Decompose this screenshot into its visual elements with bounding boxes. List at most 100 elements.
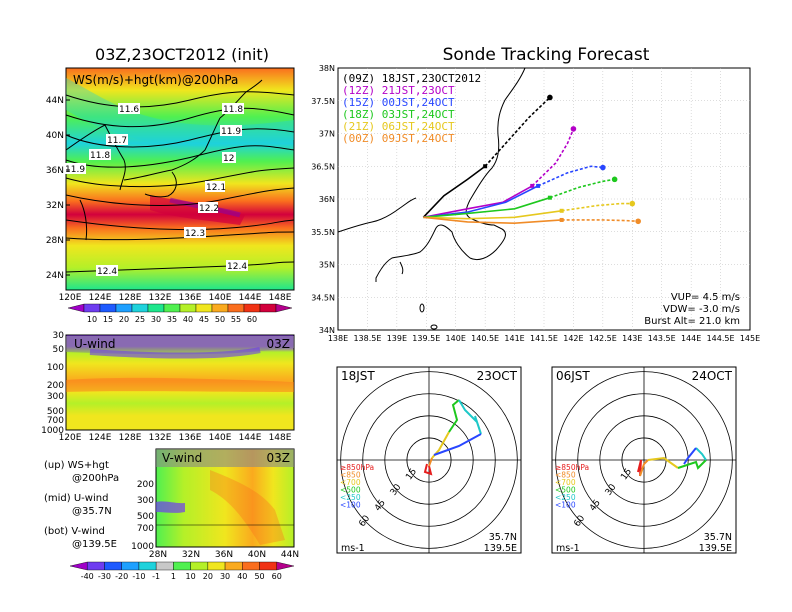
lon-tick-label: 141E <box>504 334 524 343</box>
contour-label: 12 <box>223 154 234 164</box>
hodograph-time: 18JST <box>341 369 375 383</box>
hodograph-trace <box>458 399 482 435</box>
pressure-tick-label: 700 <box>47 416 64 426</box>
contour-label: 12.1 <box>206 183 226 193</box>
ws-lat-axis: 44N 40N 36N 32N 28N 24N <box>46 96 70 281</box>
lat-tick-label: 34.5N <box>311 293 335 302</box>
lon-tick-label: 148E <box>269 293 292 303</box>
hodograph-unit: ms-1 <box>341 543 365 554</box>
track-landing-point <box>629 200 636 207</box>
colorbar-tick-label: -1 <box>152 572 160 581</box>
colorbar-swatch <box>155 561 174 571</box>
hodograph-trace <box>677 459 707 470</box>
track-ascent-line <box>423 209 562 220</box>
colorbar-tick-label: -20 <box>115 572 128 581</box>
hodograph-level-label: <850 <box>340 471 361 480</box>
lon-tick-label: 138E <box>328 334 348 343</box>
colorbar-swatch <box>163 303 181 313</box>
hodograph-trace <box>428 457 433 467</box>
hodograph-2: 06JST 24OCT15304560≥850hPa<850<700<500<25… <box>551 366 737 554</box>
lat-tick-label: 38N <box>319 64 335 73</box>
track-ascent-line <box>423 216 562 225</box>
pressure-tick-label: 500 <box>47 407 64 417</box>
colorbar-swatch <box>83 303 101 313</box>
colorbar-swatch <box>227 303 245 313</box>
hodograph-1: 18JST 23OCT15304560≥850hPa<850<700<500<25… <box>336 366 522 554</box>
colorbar-swatch <box>243 303 261 313</box>
hodograph-trace <box>683 447 697 465</box>
track-landing-point <box>611 176 618 183</box>
colorbar-swatch <box>242 561 260 571</box>
track-burst-marker <box>559 217 564 222</box>
hodograph-unit: ms-1 <box>556 543 580 554</box>
hodograph-trace <box>647 456 679 469</box>
colorbar-swatch <box>276 561 295 571</box>
lat-tick-label: 44N <box>46 96 64 106</box>
track-map: (09Z) 18JST,23OCT2012(12Z) 21JST,23OCT(1… <box>337 67 751 331</box>
lat-tick-label: 35N <box>319 261 335 270</box>
lon-tick-label: 140E <box>209 293 232 303</box>
track-landing-point <box>635 218 641 225</box>
lon-tick-label: 140E <box>446 334 466 343</box>
v-lat-axis: 28N 32N 36N 40N 44N <box>149 550 299 560</box>
track-landing-point <box>570 126 577 132</box>
contour-label: 12.4 <box>97 267 117 277</box>
lon-tick-label: 128E <box>119 293 142 303</box>
lat-tick-label: 35.5N <box>311 228 335 237</box>
hodograph-level-label: <850 <box>555 471 576 480</box>
colorbar-swatch <box>173 561 191 571</box>
hodograph-level-label: <500 <box>340 486 361 495</box>
note-bot2: @139.5E <box>72 539 117 550</box>
pressure-tick-label: 300 <box>137 496 154 506</box>
hodograph-lon: 139.5E <box>484 543 517 554</box>
hodograph-level-label: <250 <box>340 493 361 502</box>
info-vdw: VDW= -3.0 m/s <box>663 304 740 315</box>
v-pressure-axis: 200 300 500 700 1000 <box>131 480 154 552</box>
pressure-tick-label: 700 <box>137 524 154 534</box>
ws-colorbar: 10 15 20 25 30 35 40 45 50 55 60 <box>67 303 293 324</box>
track-descent-line <box>537 165 603 187</box>
note-mid: (mid) U-wind <box>44 493 108 504</box>
colorbar-swatch <box>87 561 105 571</box>
lon-tick-label: 132E <box>149 433 172 443</box>
colorbar-swatch <box>211 303 229 313</box>
lon-tick-label: 132E <box>149 293 172 303</box>
track-burst-marker <box>536 183 541 188</box>
note-bot: (bot) V-wind <box>44 526 105 537</box>
colorbar-tick-label: 20 <box>203 572 213 581</box>
u-wind-time: 03Z <box>267 337 291 351</box>
lon-tick-label: 143.5E <box>648 334 676 343</box>
lon-tick-label: 140.5E <box>471 334 499 343</box>
lat-tick-label: 34N <box>319 326 335 335</box>
track-descent-line <box>531 128 575 187</box>
lat-tick-label: 37.5N <box>311 97 335 106</box>
lon-tick-label: 144E <box>239 293 262 303</box>
colorbar-swatch <box>121 561 140 571</box>
colorbar-swatch <box>259 303 277 313</box>
colorbar-swatch <box>147 303 165 313</box>
lon-tick-label: 142E <box>563 334 583 343</box>
hodograph-level-label: <700 <box>340 478 361 487</box>
v-wind-label: V-wind <box>162 451 202 465</box>
lat-tick-label: 32N <box>46 201 64 211</box>
track-legend-entry: (21Z) 06JST,24OCT <box>342 120 455 133</box>
hodograph-level-label: <700 <box>555 478 576 487</box>
lon-tick-label: 140E <box>209 433 232 443</box>
track-descent-line <box>484 96 551 167</box>
lon-tick-label: 124E <box>89 293 112 303</box>
track-landing-point <box>547 94 553 101</box>
colorbar-swatch <box>104 561 122 571</box>
lat-tick-label: 36N <box>46 166 64 176</box>
contour-label: 12.4 <box>227 262 247 272</box>
colorbar-swatch <box>131 303 149 313</box>
lon-tick-label: 141.5E <box>530 334 558 343</box>
pressure-tick-label: 1000 <box>131 542 154 552</box>
colorbar-tick-label: 10 <box>87 315 97 324</box>
hodograph-trace <box>433 433 482 456</box>
colorbar-tick-label: 40 <box>183 315 193 324</box>
hodograph-trace <box>639 459 649 477</box>
hodograph-trace <box>423 463 433 476</box>
lon-tick-label: 138.5E <box>353 334 381 343</box>
lat-tick-label: 44N <box>281 550 299 560</box>
